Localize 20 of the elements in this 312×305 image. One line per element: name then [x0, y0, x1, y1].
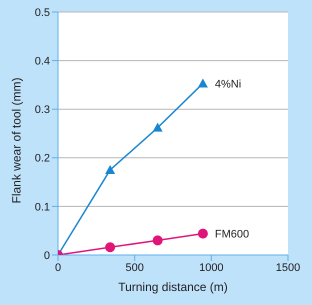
x-tick-label: 0	[54, 262, 62, 274]
y-tick-label: 0	[44, 250, 50, 262]
y-tick-label: 0.1	[34, 201, 50, 214]
series-label: 4%Ni	[214, 78, 242, 90]
x-tick-label: 1000	[199, 262, 224, 274]
y-axis-title: Flank wear of tool (mm)	[9, 77, 24, 204]
point	[105, 164, 116, 174]
x-axis-title: Turning distance (m)	[118, 280, 228, 294]
y-tick-label: 0.3	[34, 104, 50, 116]
y-tick-label: 0.5	[34, 6, 50, 19]
y-tick-label: 0.2	[34, 152, 50, 165]
point	[198, 228, 208, 239]
x-tick-label: 1500	[276, 262, 300, 274]
series-label: FM600	[214, 228, 250, 241]
point	[152, 122, 163, 132]
point	[198, 78, 208, 88]
y-tick-label: 0.4	[34, 56, 50, 68]
point	[152, 235, 163, 246]
x-tick-label: 500	[125, 262, 144, 274]
point	[105, 242, 116, 252]
